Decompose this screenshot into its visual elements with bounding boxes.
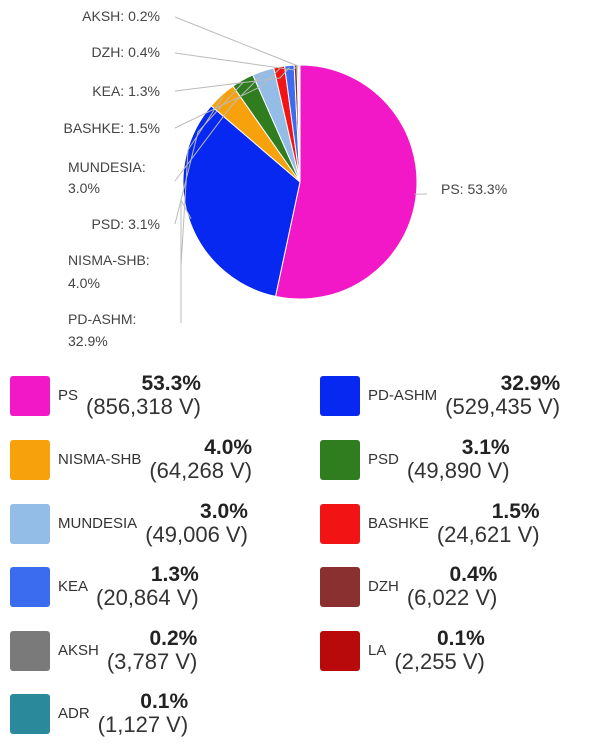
legend-swatch (10, 376, 50, 416)
slice-label-kea: KEA: 1.3% (92, 83, 160, 99)
legend-swatch (10, 631, 50, 671)
legend-party-name: KEA (58, 578, 89, 595)
legend-votes: (1,127 V) (97, 712, 189, 737)
slice-label-nisma-shb: NISMA-SHB: (68, 252, 150, 268)
legend-votes: (3,787 V) (106, 649, 198, 674)
leader-line-kea (174, 67, 290, 92)
legend-percent: 3.1% (461, 436, 510, 459)
slice-label-pd-ashm: PD-ASHM: (68, 311, 136, 327)
leader-line-dzh (174, 52, 297, 71)
leader-line-psd (174, 81, 244, 225)
legend-votes: (49,006 V) (145, 522, 248, 547)
legend-percent: 0.4% (449, 563, 498, 586)
pie-chart: PS: 53.3% PD-ASHM: 32.9% NISMA-SHB: 4.0% PSD:… (64, 8, 508, 349)
slice-label-ps: PS: 53.3% (441, 181, 507, 197)
legend-votes: (20,864 V) (96, 585, 199, 610)
legend-party-name: BASHKE (368, 515, 429, 532)
legend-votes: (6,022 V) (406, 585, 498, 610)
legend-swatch (10, 504, 50, 544)
legend-swatch (10, 694, 50, 734)
slice-label-psd: PSD: 3.1% (92, 216, 160, 232)
legend-percent: 3.0% (200, 500, 248, 523)
legend-party-name: PSD (368, 451, 399, 468)
slice-label-mundesia: 3.0% (68, 180, 100, 196)
legend-votes: (49,890 V) (406, 458, 510, 483)
legend-votes: (24,621 V) (436, 522, 540, 547)
legend-party-name: PD-ASHM (368, 387, 438, 404)
slice-label-bashke: BASHKE: 1.5% (64, 120, 161, 136)
leader-line-bashke (174, 68, 280, 129)
slice-label-pd-ashm: 32.9% (68, 333, 108, 349)
legend-swatch (10, 440, 50, 480)
leader-line-mundesia (174, 72, 265, 182)
slice-label-dzh: DZH: 0.4% (92, 44, 160, 60)
legend-votes: (64,268 V) (149, 458, 253, 483)
legend-votes: (2,255 V) (394, 649, 485, 674)
legend-votes: (529,435 V) (445, 394, 561, 419)
legend-party-name: LA (368, 642, 387, 659)
pie-slice-pd-ashm (182, 105, 301, 298)
legend-party-name: DZH (368, 578, 399, 595)
slice-label-nisma-shb: 4.0% (68, 275, 100, 291)
pie-slice-adr (298, 64, 301, 183)
legend-party-name: AKSH (58, 642, 99, 659)
legend-party-name: MUNDESIA (58, 515, 138, 532)
legend-swatch (10, 567, 50, 607)
legend-swatch (320, 440, 360, 480)
slice-label-aksh: AKSH: 0.2% (82, 8, 160, 24)
legend-votes: (856,318 V) (86, 394, 201, 419)
legend-percent: 1.5% (491, 500, 540, 523)
legend-swatch (320, 504, 360, 544)
legend-percent: 32.9% (500, 372, 561, 395)
legend-party-name: NISMA-SHB (58, 451, 142, 468)
legend-percent: 0.1% (140, 690, 189, 713)
legend-swatch (320, 631, 360, 671)
legend-swatch (320, 567, 360, 607)
slice-label-mundesia: MUNDESIA: (68, 159, 146, 175)
legend-party-name: ADR (58, 705, 90, 722)
legend-percent: 0.1% (436, 627, 485, 650)
legend-percent: 53.3% (141, 372, 201, 395)
leader-line-nisma-shb (180, 96, 224, 267)
legend-party-name: PS (58, 387, 79, 404)
legend-percent: 1.3% (150, 563, 199, 586)
legend-swatch (320, 376, 360, 416)
legend-percent: 4.0% (204, 436, 253, 459)
leader-line-aksh (174, 16, 299, 68)
legend-percent: 0.2% (149, 627, 198, 650)
